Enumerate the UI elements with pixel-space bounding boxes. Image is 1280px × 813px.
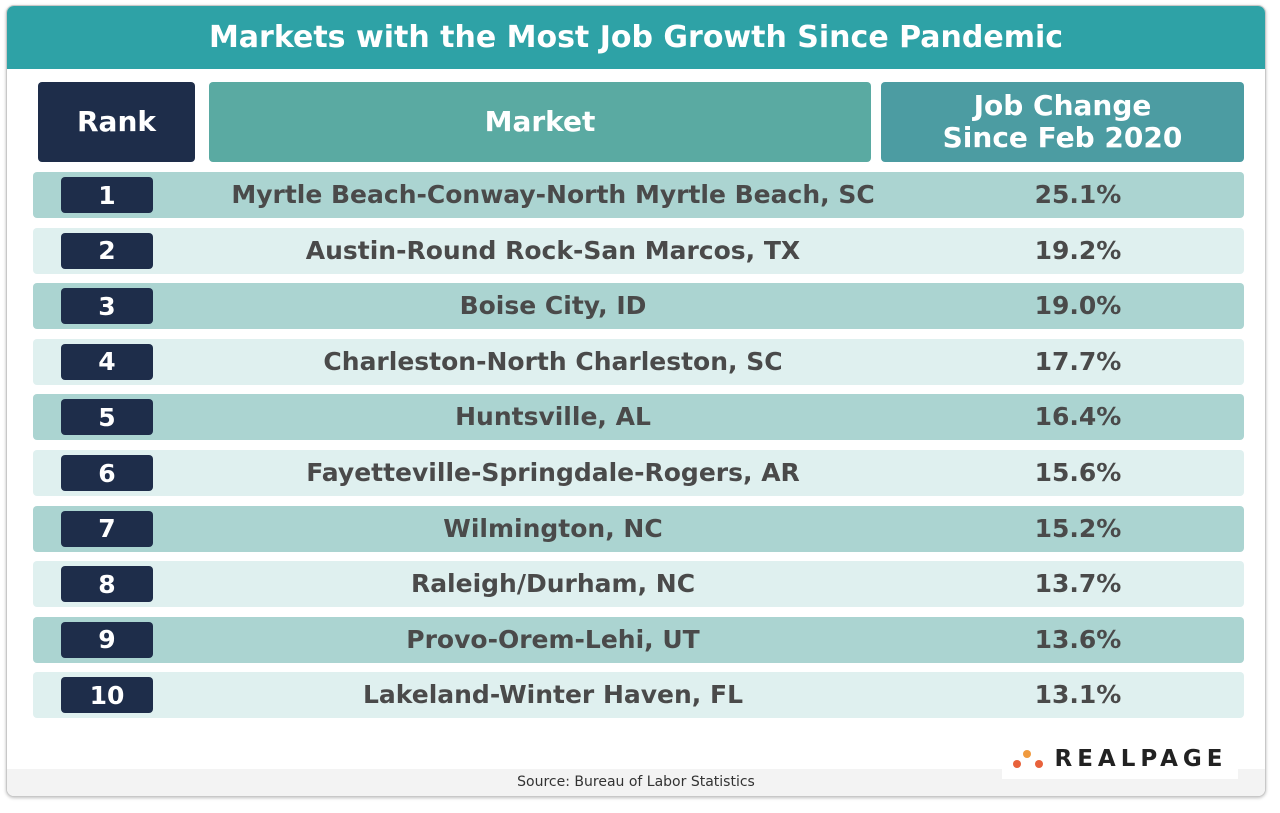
logo-text: REALPAGE	[1054, 746, 1228, 772]
table-row: 3 Boise City, ID 19.0%	[33, 283, 1244, 330]
job-change: 15.6%	[1034, 458, 1122, 487]
table-row: 9 Provo-Orem-Lehi, UT 13.6%	[33, 616, 1244, 663]
market-name: Raleigh/Durham, NC	[410, 569, 696, 599]
job-change: 13.6%	[1034, 624, 1122, 654]
job-change: 13.1%	[1034, 680, 1122, 710]
table-row: 10 Lakeland-Winter Haven, FL 13.1%	[33, 672, 1244, 719]
table-row: 2 Austin-Round Rock-San Marcos, TX 19.2%	[33, 227, 1244, 274]
title: Markets with the Most Job Growth Since P…	[7, 6, 1265, 69]
table-row: 6 Fayetteville-Springdale-Rogers, AR 15.6%	[33, 450, 1244, 496]
rank-badge: 1	[61, 177, 153, 213]
market-name: Boise City, ID	[459, 291, 647, 321]
market-name: Austin-Round Rock-San Marcos, TX	[305, 235, 801, 265]
table-row: 5 Huntsville, AL 16.4%	[33, 394, 1244, 441]
job-change: 17.7%	[1034, 346, 1122, 376]
table-row: 8 Raleigh/Durham, NC 13.7%	[33, 561, 1244, 608]
table-row: 4 Charleston-North Charleston, SC 17.7%	[33, 338, 1244, 385]
rank-badge: 2	[61, 232, 153, 269]
job-change: 15.2%	[1034, 513, 1122, 543]
job-change: 19.0%	[1034, 291, 1122, 321]
header-cell: Market	[209, 82, 871, 162]
rank-badge: 9	[61, 621, 153, 658]
header-cell: Job Change Since Feb 2020	[881, 82, 1244, 162]
rank-badge: 4	[61, 343, 153, 380]
rank-badge: 3	[61, 288, 153, 325]
market-name: Charleston-North Charleston, SC	[323, 346, 783, 376]
table-row: 7 Wilmington, NC 15.2%	[33, 505, 1244, 552]
market-name: Provo-Orem-Lehi, UT	[406, 624, 700, 654]
rank-badge: 8	[61, 566, 153, 603]
rank-badge: 5	[61, 399, 153, 436]
job-change: 13.7%	[1034, 569, 1122, 599]
market-name: Myrtle Beach-Conway-North Myrtle Beach, …	[231, 180, 875, 209]
rank-badge: 7	[61, 510, 153, 547]
job-change: 19.2%	[1034, 235, 1122, 265]
job-change: 25.1%	[1034, 180, 1122, 209]
job-change: 16.4%	[1034, 402, 1122, 432]
logo-dots	[1013, 750, 1044, 768]
card: Markets with the Most Job Growth Since P…	[6, 5, 1266, 797]
market-name: Fayetteville-Springdale-Rogers, AR	[306, 458, 800, 487]
market-name: Lakeland-Winter Haven, FL	[362, 680, 744, 710]
rank-badge: 10	[61, 677, 153, 714]
rank-badge: 6	[61, 455, 153, 491]
market-name: Huntsville, AL	[455, 402, 651, 432]
market-name: Wilmington, NC	[443, 513, 663, 543]
table-row: 1 Myrtle Beach-Conway-North Myrtle Beach,…	[33, 172, 1244, 218]
header-cell: Rank	[38, 82, 195, 162]
logo: REALPAGE	[1002, 739, 1238, 779]
source: Source: Bureau of Labor Statistics	[517, 774, 755, 790]
